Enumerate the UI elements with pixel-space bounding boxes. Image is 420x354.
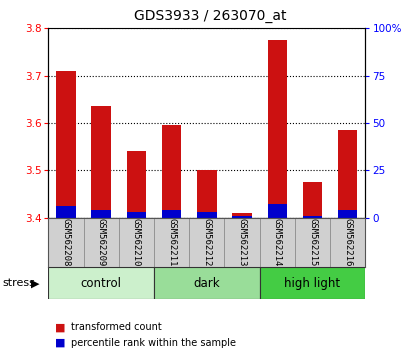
- Bar: [224, 218, 260, 267]
- Bar: [56, 71, 76, 218]
- Text: stress: stress: [2, 278, 35, 288]
- Bar: [56, 206, 76, 218]
- Bar: [197, 170, 217, 218]
- Bar: [119, 218, 154, 267]
- Bar: [303, 216, 322, 218]
- Bar: [303, 182, 322, 218]
- Text: control: control: [81, 277, 122, 290]
- Text: GSM562208: GSM562208: [61, 218, 71, 267]
- Bar: [260, 218, 295, 267]
- Bar: [154, 218, 189, 267]
- Text: ■: ■: [55, 338, 65, 348]
- Bar: [232, 216, 252, 218]
- Bar: [295, 218, 330, 267]
- Text: GSM562211: GSM562211: [167, 218, 176, 267]
- Bar: [338, 130, 357, 218]
- Bar: [127, 212, 146, 218]
- Text: GSM562216: GSM562216: [343, 218, 352, 267]
- Bar: [260, 267, 365, 299]
- Text: GDS3933 / 263070_at: GDS3933 / 263070_at: [134, 9, 286, 23]
- Bar: [268, 205, 287, 218]
- Text: ▶: ▶: [31, 278, 39, 288]
- Text: dark: dark: [194, 277, 220, 290]
- Bar: [338, 210, 357, 218]
- Bar: [92, 107, 111, 218]
- Bar: [84, 218, 119, 267]
- Bar: [268, 40, 287, 218]
- Text: transformed count: transformed count: [71, 322, 162, 332]
- Bar: [154, 267, 260, 299]
- Text: ■: ■: [55, 322, 65, 332]
- Bar: [197, 212, 217, 218]
- Text: GSM562212: GSM562212: [202, 218, 211, 267]
- Bar: [92, 210, 111, 218]
- Text: percentile rank within the sample: percentile rank within the sample: [71, 338, 236, 348]
- Bar: [189, 218, 224, 267]
- Bar: [232, 213, 252, 218]
- Bar: [162, 210, 181, 218]
- Bar: [162, 125, 181, 218]
- Text: high light: high light: [284, 277, 341, 290]
- Bar: [48, 218, 84, 267]
- Text: GSM562215: GSM562215: [308, 218, 317, 267]
- Text: GSM562210: GSM562210: [132, 218, 141, 267]
- Text: GSM562213: GSM562213: [238, 218, 247, 267]
- Bar: [330, 218, 365, 267]
- Text: GSM562214: GSM562214: [273, 218, 282, 267]
- Bar: [127, 152, 146, 218]
- Bar: [48, 267, 154, 299]
- Text: GSM562209: GSM562209: [97, 218, 106, 267]
